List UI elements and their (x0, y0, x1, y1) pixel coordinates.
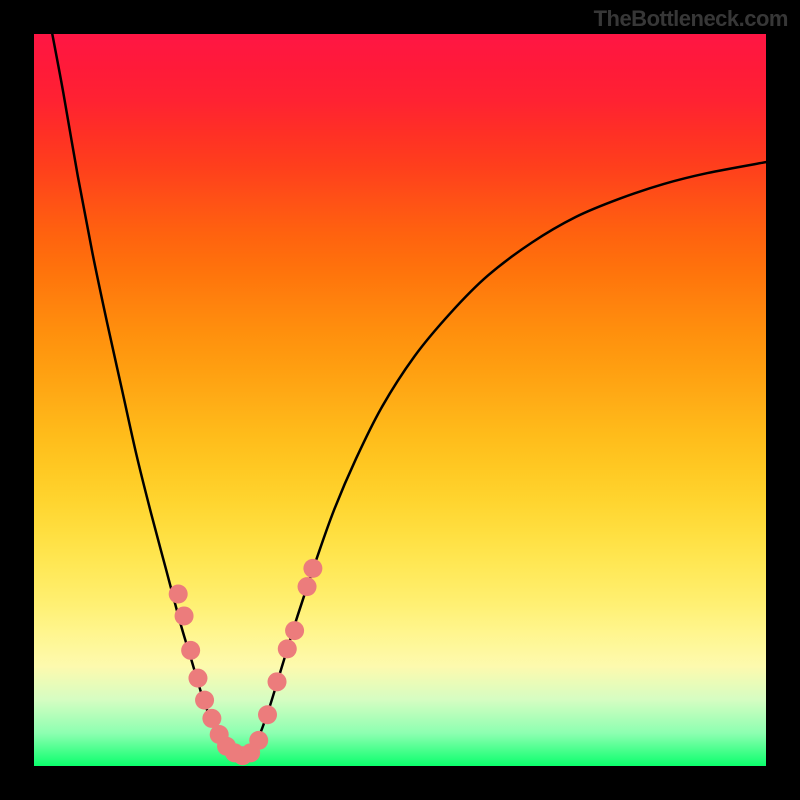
scatter-marker (181, 641, 200, 660)
scatter-marker (285, 621, 304, 640)
plot-background-gradient (34, 34, 766, 766)
attribution-watermark: TheBottleneck.com (594, 6, 788, 32)
scatter-marker (303, 559, 322, 578)
bottleneck-chart (0, 0, 800, 800)
chart-stage: TheBottleneck.com (0, 0, 800, 800)
scatter-marker (298, 577, 317, 596)
scatter-marker (188, 669, 207, 688)
scatter-marker (278, 639, 297, 658)
scatter-marker (268, 672, 287, 691)
scatter-marker (175, 606, 194, 625)
scatter-marker (195, 691, 214, 710)
scatter-marker (249, 731, 268, 750)
scatter-marker (258, 705, 277, 724)
scatter-marker (169, 584, 188, 603)
